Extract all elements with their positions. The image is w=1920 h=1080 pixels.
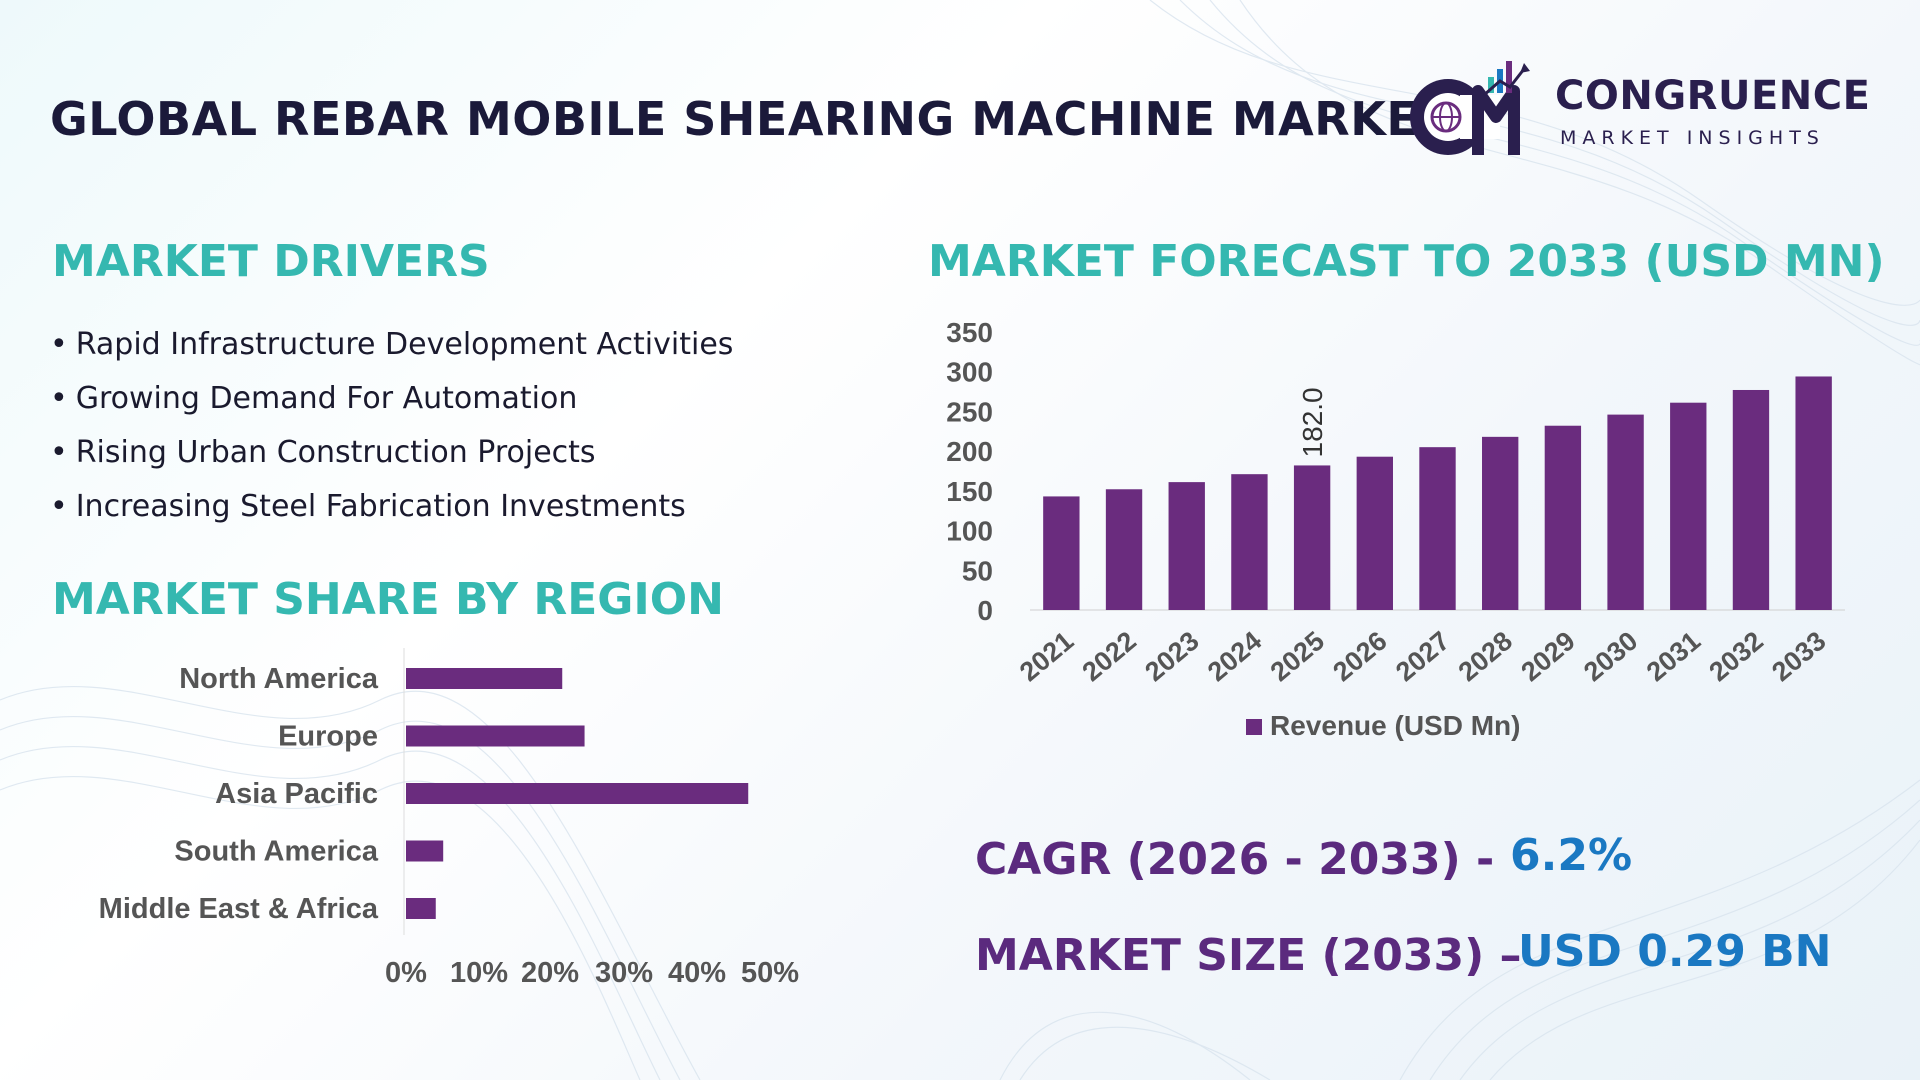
forecast-bar-2026 [1356,456,1393,610]
region-heading: MARKET SHARE BY REGION [52,574,724,625]
region-bar [406,898,436,919]
bullet-icon: • [50,435,68,470]
drivers-heading: MARKET DRIVERS [52,236,490,287]
region-label: Middle East & Africa [99,893,379,925]
logo-name: CONGRUENCE [1555,73,1871,119]
forecast-bar-2029 [1544,425,1582,610]
region-bar [406,840,444,862]
forecast-bar-2033 [1795,376,1832,610]
forecast-bar-2025 [1293,465,1331,610]
driver-item: • Growing Demand For Automation [50,381,578,416]
region-share-chart: North America Europe Asia Pacific South Ame… [99,648,799,989]
x-tick-label: 2023 [1139,626,1204,688]
y-tick-label: 250 [946,396,993,427]
driver-item: • Rapid Infrastructure Development Activi… [50,327,734,362]
forecast-heading: MARKET FORECAST TO 2033 (USD MN) [928,236,1885,287]
data-label: 182.0 [1297,387,1328,457]
x-tick-label: 2022 [1077,626,1142,688]
y-tick-label: 350 [946,317,993,348]
forecast-bar-2021 [1043,496,1080,610]
market-size-value: USD 0.29 BN [1518,926,1832,977]
x-tick-label: 2027 [1390,626,1455,688]
driver-item: • Rising Urban Construction Projects [50,435,596,470]
y-tick-label: 100 [946,516,993,547]
y-tick-label: 50 [962,555,993,586]
cagr-value: 6.2% [1510,830,1633,881]
forecast-bar-2027 [1419,447,1456,610]
bullet-icon: • [50,381,68,416]
x-tick-label: 2021 [1014,626,1079,688]
driver-item: • Increasing Steel Fabrication Investment… [50,489,686,524]
forecast-bar-2024 [1231,474,1268,610]
region-label: South America [174,836,378,868]
y-tick-label: 0 [977,595,993,626]
y-tick-label: 200 [946,436,993,467]
x-tick-label: 50% [741,957,799,989]
x-tick-label: 0% [385,957,427,989]
x-tick-label: 2028 [1453,626,1518,688]
x-tick-label: 2025 [1265,626,1330,688]
y-tick-label: 300 [946,357,993,388]
x-tick-label: 2032 [1704,626,1769,688]
x-tick-label: 20% [521,957,579,989]
x-tick-label: 40% [668,957,726,989]
x-tick-label: 2031 [1641,626,1706,688]
x-tick-label: 10% [450,957,508,989]
x-tick-label: 2026 [1327,626,1392,688]
region-label: Europe [278,721,378,753]
drivers-list: • Rapid Infrastructure Development Activi… [50,322,733,538]
x-tick-label: 2030 [1578,626,1643,688]
region-label: Asia Pacific [215,778,378,810]
region-label: North America [179,663,379,695]
company-logo: CONGRUENCE MARKET INSIGHTS [1400,55,1870,165]
x-tick-label: 30% [595,957,653,989]
x-tick-label: 2024 [1202,626,1267,688]
legend-label: Revenue (USD Mn) [1270,710,1520,741]
legend-swatch [1246,719,1262,735]
logo-mark-icon [1410,61,1530,155]
forecast-bar-2032 [1732,389,1770,610]
page-title: GLOBAL REBAR MOBILE SHEARING MACHINE MAR… [50,92,1451,146]
region-bar [406,783,749,804]
cagr-label: CAGR (2026 - 2033) - [975,834,1495,885]
y-tick-label: 150 [946,476,993,507]
bullet-icon: • [50,327,68,362]
forecast-bar-2031 [1670,402,1707,610]
forecast-bar-2030 [1607,414,1644,610]
logo-tagline: MARKET INSIGHTS [1560,127,1825,149]
market-size-label: MARKET SIZE (2033) – [975,930,1522,981]
forecast-bar-2023 [1168,482,1205,610]
region-bar [406,725,585,747]
x-tick-label: 2033 [1766,626,1831,688]
x-tick-label: 2029 [1515,626,1580,688]
forecast-bar-chart: 0501001502002503003502021202220232024202… [946,317,1845,741]
forecast-bar-2022 [1105,489,1143,610]
bullet-icon: • [50,489,68,524]
forecast-bar-2028 [1482,436,1519,610]
region-bar [406,668,563,689]
